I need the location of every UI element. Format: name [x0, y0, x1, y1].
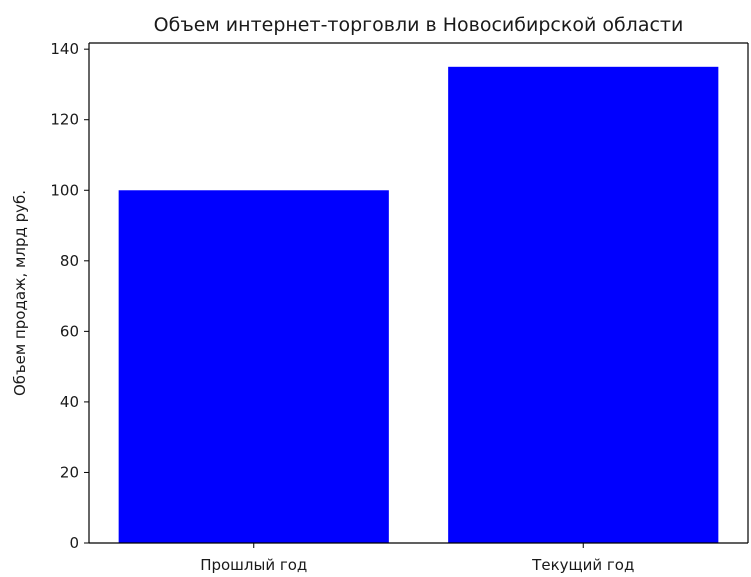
y-axis-ticks: 0 20 40 60 80 100 120 140 — [50, 40, 89, 552]
y-tick-label: 60 — [60, 322, 79, 340]
y-axis-label: Объем продаж, млрд руб. — [11, 190, 29, 396]
x-tick-label: Прошлый год — [200, 556, 307, 574]
x-tick-label: Текущий год — [531, 556, 634, 574]
bars — [118, 66, 719, 544]
chart-title: Объем интернет-торговли в Новосибирской … — [154, 14, 684, 36]
y-tick-label: 140 — [50, 40, 79, 58]
y-tick-label: 40 — [60, 393, 79, 411]
bar-1 — [448, 66, 719, 544]
y-tick-label: 80 — [60, 252, 79, 270]
bar-0 — [118, 190, 389, 544]
y-tick-label: 120 — [50, 111, 79, 129]
y-tick-label: 100 — [50, 181, 79, 199]
y-tick-label: 20 — [60, 463, 79, 481]
y-tick-label: 0 — [69, 534, 79, 552]
x-axis-ticks: Прошлый год Текущий год — [200, 543, 634, 574]
